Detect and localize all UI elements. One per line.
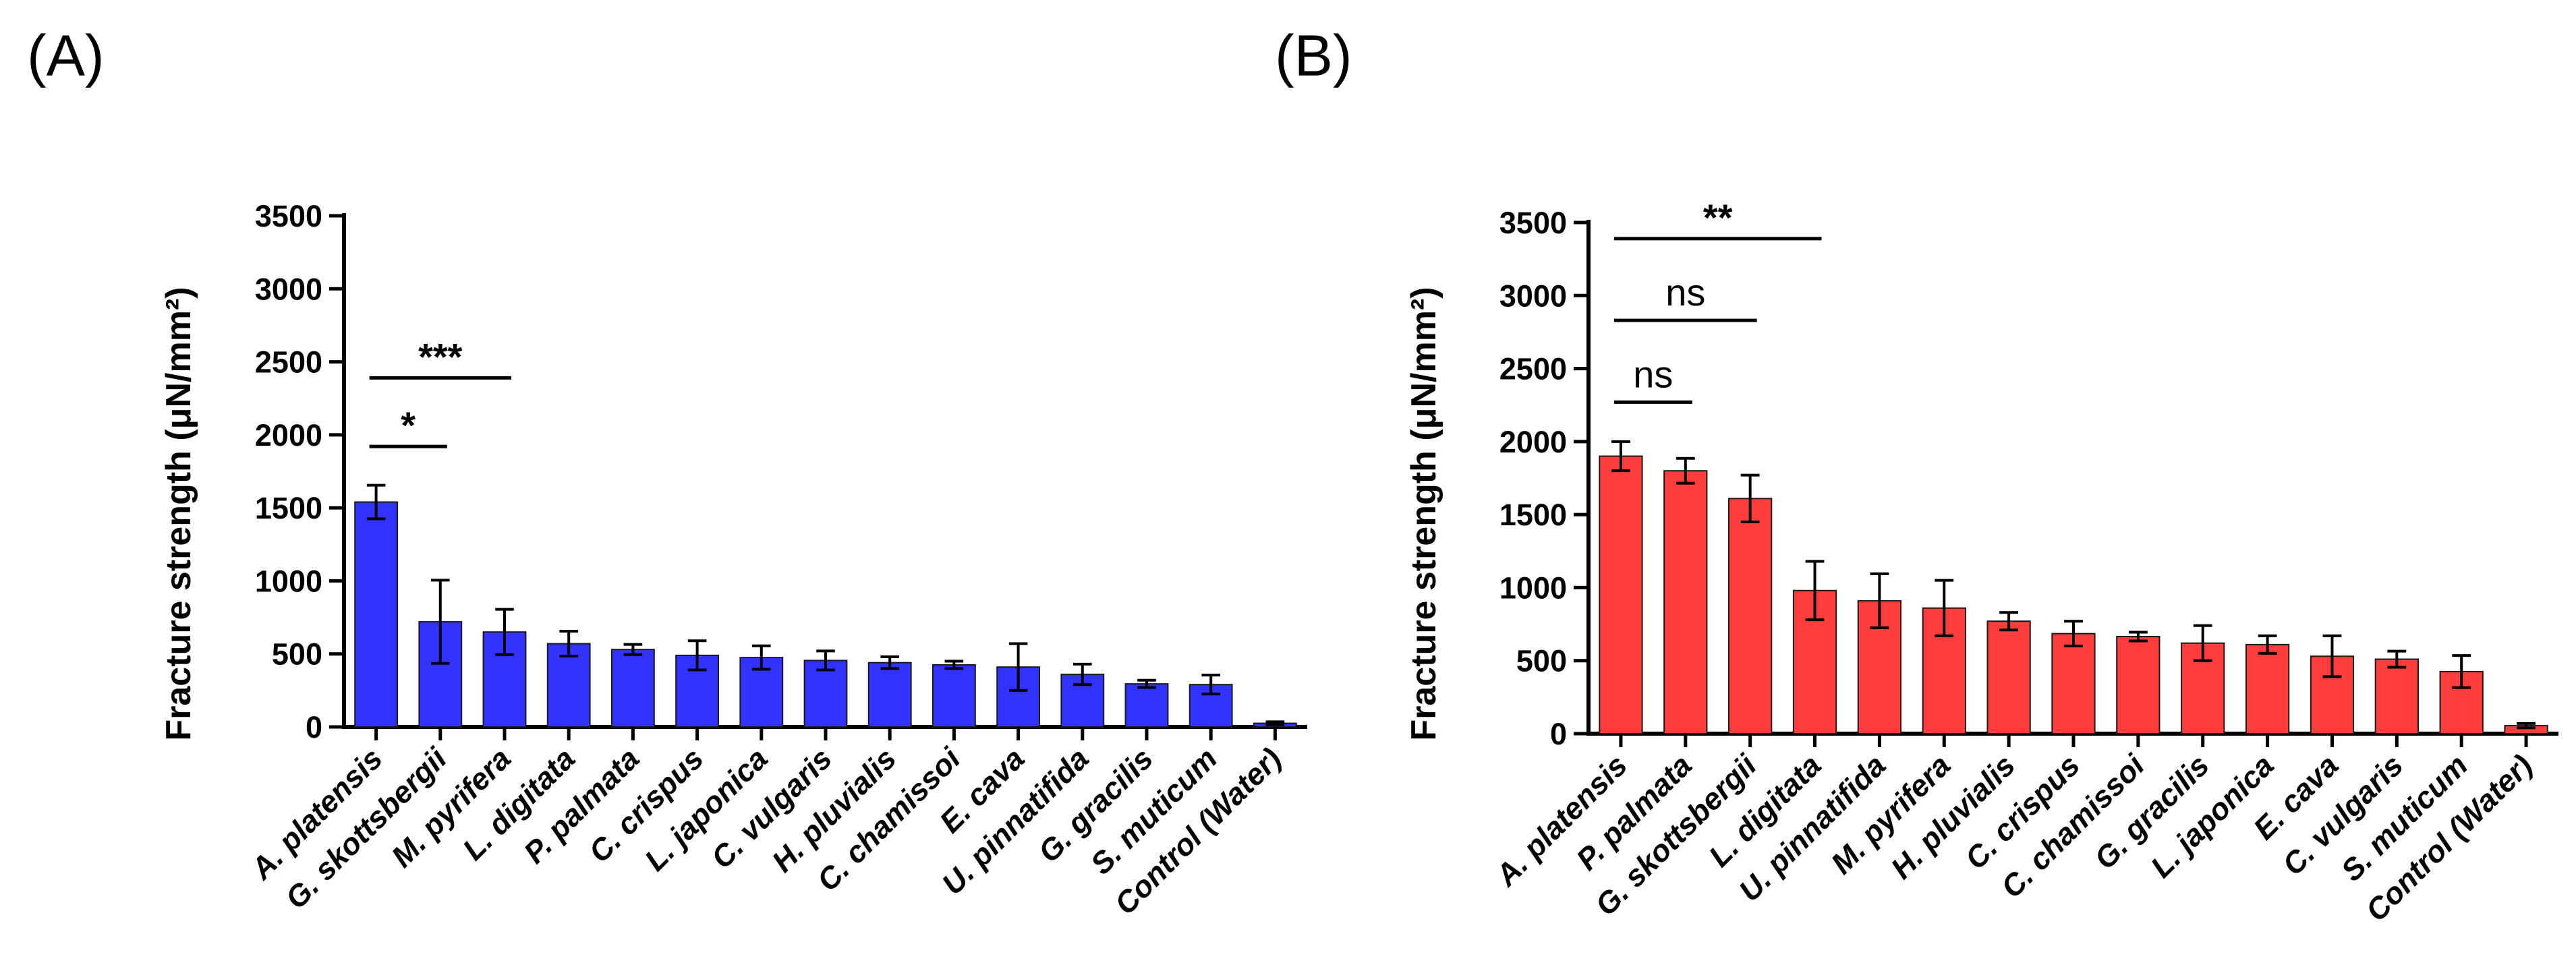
significance-label: ** (1703, 196, 1733, 239)
y-tick-label: 0 (306, 710, 322, 744)
bar (1124, 683, 1169, 728)
bar (867, 662, 912, 728)
bar (1663, 470, 1708, 735)
bar (2310, 655, 2355, 735)
y-tick-label: 3000 (255, 272, 322, 306)
y-tick-label: 2500 (255, 345, 322, 380)
significance-label: ns (1633, 353, 1673, 395)
y-tick-label: 2000 (1499, 425, 1567, 459)
bar (739, 657, 784, 728)
bar (610, 649, 655, 728)
bar (1728, 498, 1773, 734)
panel-label-a: (A) (27, 24, 105, 88)
y-tick-label: 500 (272, 637, 322, 672)
y-tick-label: 2000 (255, 418, 322, 452)
panel-b: (B) Fracture strength (μN/mm²) 0 500 1000 1… (1275, 24, 2558, 928)
y-tick-label: 3500 (255, 199, 322, 233)
y-tick-label: 1500 (255, 491, 322, 525)
significance-label: ns (1665, 271, 1705, 314)
bar (2374, 658, 2419, 735)
significance-label: * (401, 404, 416, 446)
bar (2245, 643, 2290, 734)
bar (546, 643, 591, 728)
y-tick-label: 1000 (1499, 570, 1567, 605)
y-tick-label: 1500 (1499, 498, 1567, 532)
y-tick-label: 2500 (1499, 352, 1567, 386)
y-tick-label: 500 (1516, 644, 1567, 678)
y-tick-label: 3500 (1499, 206, 1567, 240)
panel-label-b: (B) (1275, 24, 1352, 88)
bar (803, 659, 848, 728)
y-axis-title-b: Fracture strength (μN/mm²) (1404, 287, 1443, 740)
significance-label: *** (418, 335, 463, 378)
y-axis-title-a: Fracture strength (μN/mm²) (159, 287, 198, 740)
y-tick-label: 1000 (255, 564, 322, 598)
bar (2116, 635, 2160, 734)
y-tick-label: 0 (1550, 717, 1567, 751)
panel-a: (A) Fracture strength (μN/mm²) 0 500 1000 1… (27, 24, 1307, 921)
bar (932, 664, 976, 728)
bar (2051, 633, 2096, 734)
bar (1986, 620, 2031, 734)
bar (1599, 455, 1643, 734)
bar (354, 501, 399, 728)
y-tick-label: 3000 (1499, 278, 1567, 313)
